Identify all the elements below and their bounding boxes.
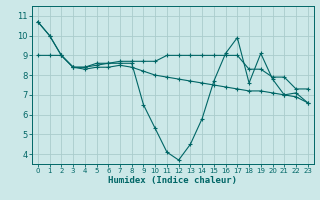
- X-axis label: Humidex (Indice chaleur): Humidex (Indice chaleur): [108, 176, 237, 185]
